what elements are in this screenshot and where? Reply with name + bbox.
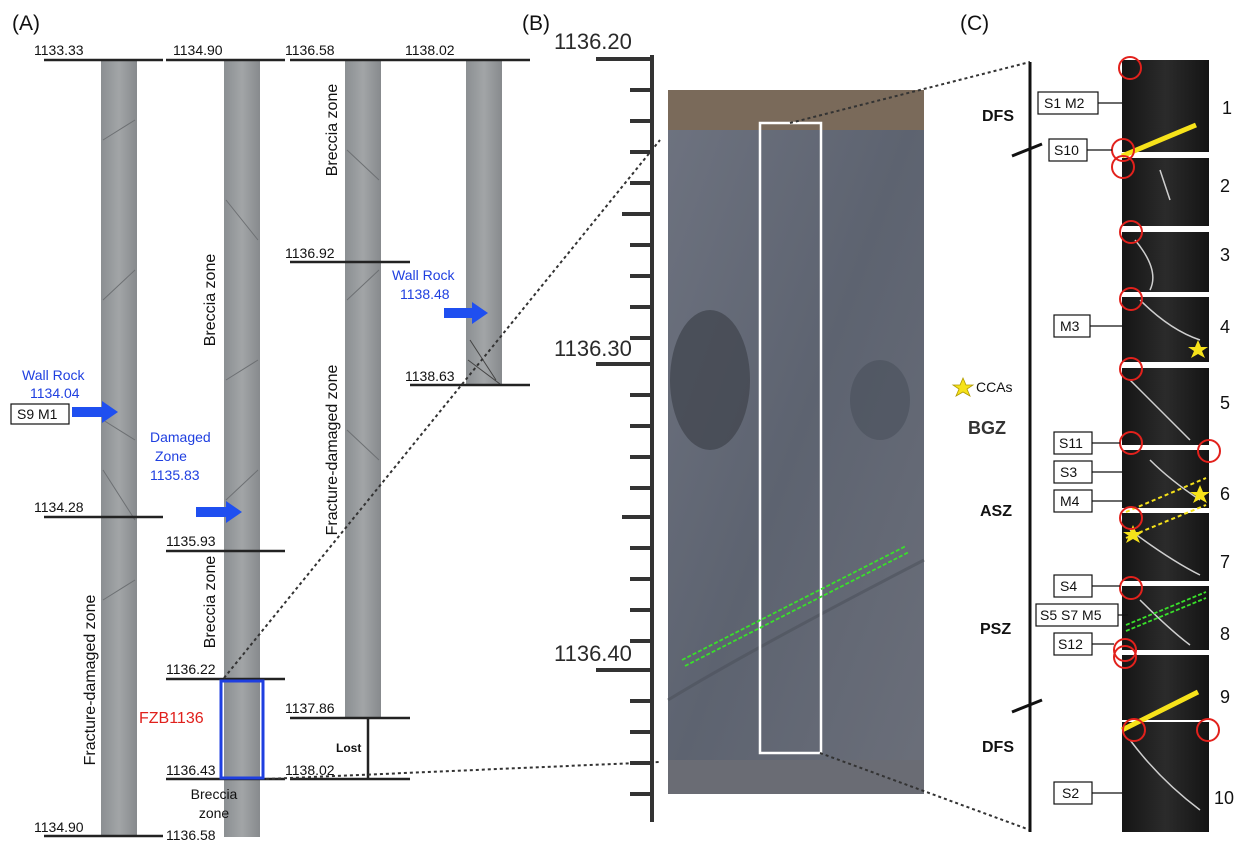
zone-asz: ASZ [980, 503, 1012, 520]
connector-line [223, 139, 661, 679]
zone-dfs: DFS [982, 108, 1014, 125]
depth-label: 1134.90 [34, 819, 84, 835]
arrow-icon [196, 501, 242, 523]
zone-label: zone [199, 805, 230, 821]
segment-number: 2 [1220, 176, 1230, 196]
depth-label: 1138.63 [405, 368, 455, 384]
slip-line-green [1125, 591, 1207, 626]
segment-number: 4 [1220, 317, 1230, 337]
sample-box-label: S4 [1060, 578, 1077, 594]
sample-box-label: M4 [1060, 493, 1080, 509]
core-column-4 [466, 60, 502, 385]
sample-box-label: S5 S7 M5 [1040, 607, 1102, 623]
scale-label: 1136.30 [554, 336, 632, 361]
arrow-icon [444, 302, 488, 324]
slip-line-green [1125, 597, 1207, 632]
zone-psz: PSZ [980, 621, 1011, 638]
depth-label: 1136.92 [285, 245, 335, 261]
segment-number: 10 [1214, 788, 1234, 808]
star-icon [1188, 340, 1208, 358]
zone-label: Breccia zone [324, 84, 341, 177]
depth-label: 1138.02 [405, 42, 455, 58]
fzb-box [219, 679, 265, 780]
depth-label: 1136.58 [166, 827, 216, 843]
sample-box-label: M3 [1060, 318, 1080, 334]
zone-label: Breccia zone [202, 254, 219, 347]
connector-line [819, 752, 1031, 831]
sample-box-label: S10 [1054, 142, 1079, 158]
slip-line-yellow [1120, 689, 1200, 733]
core-segments-c [1122, 60, 1209, 832]
depth-label: 1136.43 [166, 762, 216, 778]
depth-label: 1134.90 [173, 42, 223, 58]
core-column-1 [101, 60, 137, 837]
depth-label: 1133.33 [34, 42, 84, 58]
depth-lines-a [44, 58, 530, 838]
sample-box-label: S3 [1060, 464, 1077, 480]
wall-rock-title: Wall Rock [392, 267, 455, 283]
segment-number: 1 [1222, 98, 1232, 118]
segment-number: 7 [1220, 552, 1230, 572]
depth-label: 1135.93 [166, 533, 216, 549]
wall-rock-depth: 1138.48 [400, 286, 450, 302]
zone-bgz: BGZ [968, 418, 1006, 438]
wall-rock-title: Wall Rock [22, 367, 85, 383]
depth-label: 1138.02 [285, 762, 335, 778]
zone-label: Fracture-damaged zone [82, 595, 99, 766]
panel-label-c: (C) [960, 12, 989, 35]
segment-number: 8 [1220, 624, 1230, 644]
zone-break [1011, 142, 1043, 158]
zone-label: Breccia [191, 786, 238, 802]
panel-label-a: (A) [12, 12, 40, 35]
scale-label: 1136.40 [554, 641, 632, 666]
segment-number: 5 [1220, 393, 1230, 413]
star-icon [951, 376, 975, 397]
sample-box-label: S1 M2 [1044, 95, 1085, 111]
zone-label: Fracture-damaged zone [324, 365, 341, 536]
depth-label: 1134.28 [34, 499, 84, 515]
depth-label: 1137.86 [285, 700, 335, 716]
sample-leaders-c [1087, 102, 1128, 794]
segment-number: 3 [1220, 245, 1230, 265]
zone-break [1011, 698, 1043, 714]
core-photo-b [667, 90, 925, 794]
depth-label: 1136.58 [285, 42, 335, 58]
sample-box-label: S9 M1 [17, 406, 58, 422]
arrow-icon [72, 401, 118, 423]
zone-dfs: DFS [982, 739, 1014, 756]
sample-boxes-c [1035, 91, 1119, 805]
sample-markers [1111, 56, 1221, 742]
star-icon [1123, 525, 1143, 543]
wall-rock-depth: 1134.04 [30, 385, 80, 401]
sample-box-label: S12 [1058, 636, 1083, 652]
sample-box-label: S11 [1059, 435, 1083, 451]
depth-scale-b [596, 55, 654, 822]
core-column-2 [224, 60, 260, 837]
depth-label: 1136.22 [166, 661, 216, 677]
damaged-depth: 1135.83 [150, 467, 200, 483]
lost-label: Lost [336, 741, 361, 755]
connector-line [789, 61, 1031, 124]
sample-box [10, 403, 70, 425]
fzb-label: FZB1136 [139, 710, 204, 727]
segment-number: 6 [1220, 484, 1230, 504]
scale-label: 1136.20 [554, 29, 632, 54]
core-column-3 [345, 60, 381, 718]
panel-label-b: (B) [522, 12, 550, 35]
slip-line-yellow-dashed [1125, 477, 1207, 513]
zone-label: Breccia zone [202, 556, 219, 649]
damaged-title: Zone [155, 448, 187, 464]
sample-box-label: S2 [1062, 785, 1079, 801]
segment-number: 9 [1220, 687, 1230, 707]
star-icon [1190, 485, 1210, 503]
damaged-title: Damaged [150, 429, 211, 445]
legend-ccas: CCAs [976, 379, 1013, 395]
